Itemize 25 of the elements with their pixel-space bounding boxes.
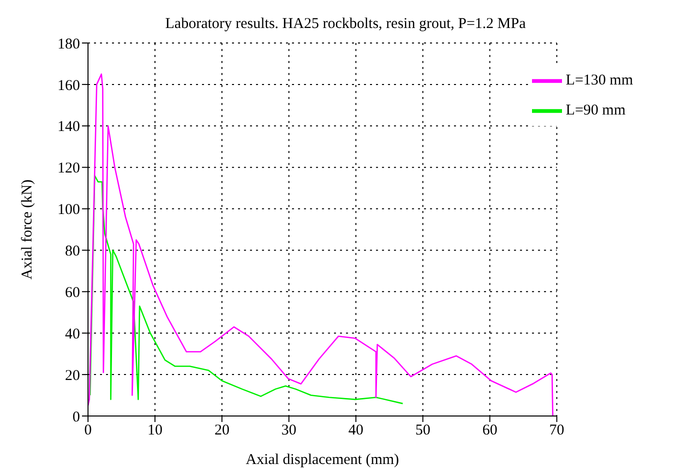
legend-label: L=130 mm: [566, 72, 633, 88]
y-tick-label: 0: [72, 409, 80, 426]
y-tick-label: 120: [58, 160, 80, 177]
x-tick-label: 50: [415, 422, 430, 439]
y-tick-label: 100: [58, 202, 80, 218]
line-series: [88, 73, 554, 416]
line-series: [89, 174, 404, 404]
y-tick-label: 60: [65, 284, 80, 301]
x-tick-label: 10: [147, 422, 162, 439]
x-tick-label: 0: [84, 422, 92, 439]
y-tick-label: 160: [58, 78, 80, 94]
y-tick-label: 180: [58, 36, 80, 52]
x-tick-label: 40: [348, 422, 364, 439]
x-tick-label: 20: [214, 422, 230, 439]
y-tick-label: 80: [65, 244, 80, 260]
legend-label: L=90 mm: [566, 102, 626, 118]
y-tick-label: 20: [65, 368, 80, 384]
y-tick-label: 140: [58, 119, 80, 136]
x-axis-title: Axial displacement (mm): [246, 452, 400, 468]
x-tick-label: 70: [549, 422, 564, 439]
x-tick-label: 60: [482, 422, 498, 439]
y-tick-label: 40: [65, 326, 80, 342]
chart-title: Laboratory results. HA25 rockbolts, resin grout, P=1.2 MPa: [164, 16, 527, 33]
x-tick-label: 30: [281, 422, 296, 439]
y-axis-title: Axial force (kN): [19, 180, 36, 280]
